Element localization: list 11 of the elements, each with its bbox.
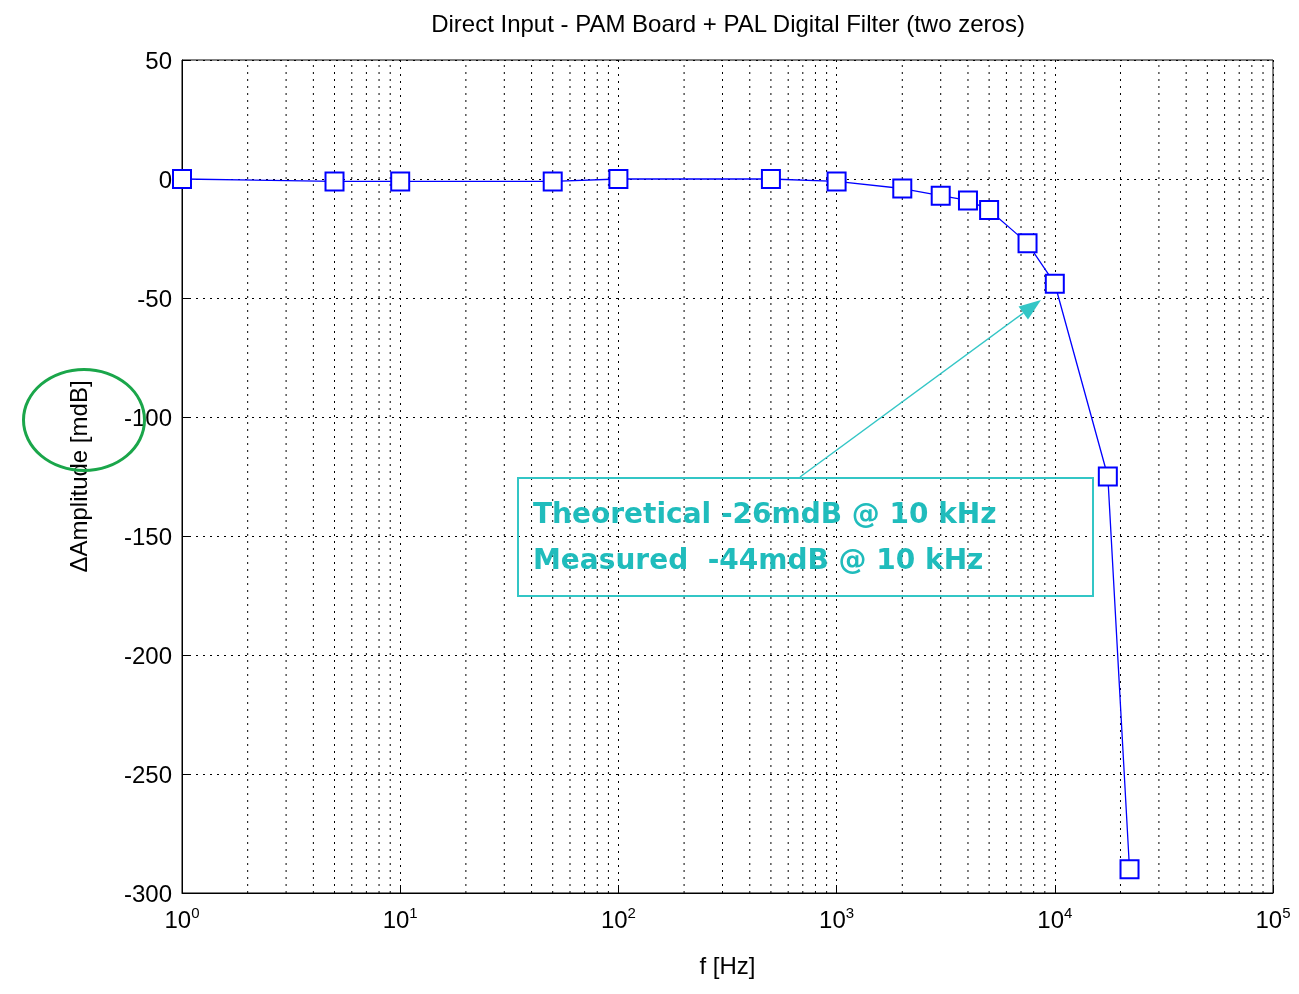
y-tick-label: -150 bbox=[123, 522, 172, 550]
y-tick-label: 0 bbox=[158, 165, 172, 193]
y-tick-label: -50 bbox=[137, 284, 172, 312]
y-tick-label: 50 bbox=[145, 46, 172, 74]
annotation: Theoretical -26mdB @ 10 kHz Measured -44mdB @ 10 kHz bbox=[517, 477, 1094, 597]
y-tick-label: -300 bbox=[123, 879, 172, 907]
chart-title: Direct Input - PAM Board + PAL Digital Filter (two zeros) bbox=[431, 9, 1025, 37]
y-axis-title: ΔAmplitude [mdB] bbox=[64, 380, 92, 573]
y-tick-label: -200 bbox=[123, 641, 172, 669]
y-tick-label: -250 bbox=[123, 760, 172, 788]
x-axis-title: f [Hz] bbox=[699, 951, 756, 979]
